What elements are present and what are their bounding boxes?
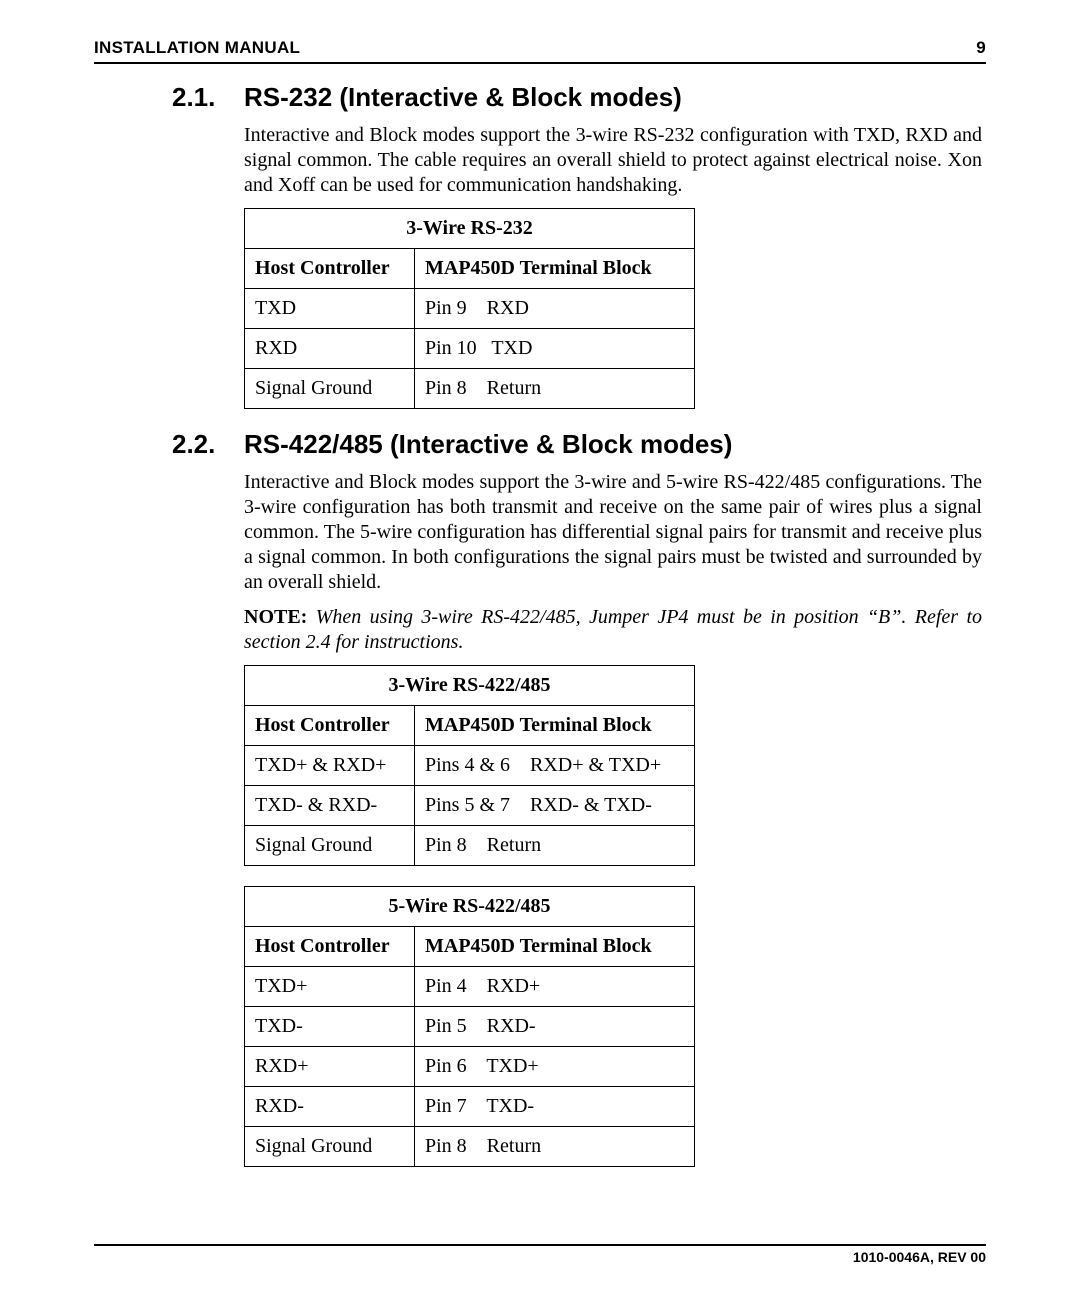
cell-host: TXD- & RXD- xyxy=(245,786,415,826)
section-number: 2.1. xyxy=(172,82,226,113)
section-heading-2-1: 2.1. RS-232 (Interactive & Block modes) xyxy=(172,82,982,113)
cell-host: RXD+ xyxy=(245,1047,415,1087)
table-5wire-rs422-485: 5-Wire RS-422/485 Host Controller MAP450… xyxy=(244,886,695,1167)
table-row: TXD- Pin 5 RXD- xyxy=(245,1007,695,1047)
table-row: TXD Pin 9 RXD xyxy=(245,289,695,329)
table-row: RXD+ Pin 6 TXD+ xyxy=(245,1047,695,1087)
cell-term: Pins 5 & 7 RXD- & TXD- xyxy=(415,786,695,826)
note-body: When using 3-wire RS-422/485, Jumper JP4… xyxy=(244,606,982,653)
table-title: 3-Wire RS-232 xyxy=(245,209,695,249)
cell-term: Pin 8 Return xyxy=(415,369,695,409)
running-header: INSTALLATION MANUAL 9 xyxy=(94,38,986,64)
cell-term: Pin 7 TXD- xyxy=(415,1087,695,1127)
table-3wire-rs422-485: 3-Wire RS-422/485 Host Controller MAP450… xyxy=(244,665,695,866)
table-col-host: Host Controller xyxy=(245,249,415,289)
cell-term: Pin 4 RXD+ xyxy=(415,967,695,1007)
table-row: Signal Ground Pin 8 Return xyxy=(245,1127,695,1167)
cell-host: RXD- xyxy=(245,1087,415,1127)
cell-term: Pin 8 Return xyxy=(415,1127,695,1167)
table-col-term: MAP450D Terminal Block xyxy=(415,927,695,967)
table-row: TXD- & RXD- Pins 5 & 7 RXD- & TXD- xyxy=(245,786,695,826)
table-col-host: Host Controller xyxy=(245,927,415,967)
table-col-term: MAP450D Terminal Block xyxy=(415,249,695,289)
cell-term: Pin 6 TXD+ xyxy=(415,1047,695,1087)
cell-host: TXD xyxy=(245,289,415,329)
header-title: INSTALLATION MANUAL xyxy=(94,38,300,58)
header-page-number: 9 xyxy=(976,38,986,58)
cell-term: Pin 5 RXD- xyxy=(415,1007,695,1047)
cell-host: RXD xyxy=(245,329,415,369)
table-col-term: MAP450D Terminal Block xyxy=(415,706,695,746)
table-3wire-rs232: 3-Wire RS-232 Host Controller MAP450D Te… xyxy=(244,208,695,409)
cell-host: Signal Ground xyxy=(245,826,415,866)
section-2-2-note: NOTE: When using 3-wire RS-422/485, Jump… xyxy=(244,605,982,655)
cell-term: Pin 8 Return xyxy=(415,826,695,866)
section-2-1-paragraph: Interactive and Block modes support the … xyxy=(244,123,982,198)
table-title: 3-Wire RS-422/485 xyxy=(245,666,695,706)
cell-host: TXD- xyxy=(245,1007,415,1047)
cell-term: Pins 4 & 6 RXD+ & TXD+ xyxy=(415,746,695,786)
cell-term: Pin 10 TXD xyxy=(415,329,695,369)
footer-doc-id: 1010-0046A, REV 00 xyxy=(94,1246,986,1265)
table-row: Signal Ground Pin 8 Return xyxy=(245,369,695,409)
cell-host: Signal Ground xyxy=(245,1127,415,1167)
cell-host: Signal Ground xyxy=(245,369,415,409)
table-row: TXD+ & RXD+ Pins 4 & 6 RXD+ & TXD+ xyxy=(245,746,695,786)
cell-host: TXD+ & RXD+ xyxy=(245,746,415,786)
table-row: TXD+ Pin 4 RXD+ xyxy=(245,967,695,1007)
table-title: 5-Wire RS-422/485 xyxy=(245,887,695,927)
cell-host: TXD+ xyxy=(245,967,415,1007)
section-heading-2-2: 2.2. RS-422/485 (Interactive & Block mod… xyxy=(172,429,982,460)
cell-term: Pin 9 RXD xyxy=(415,289,695,329)
section-title: RS-422/485 (Interactive & Block modes) xyxy=(244,429,732,460)
table-col-host: Host Controller xyxy=(245,706,415,746)
table-row: RXD- Pin 7 TXD- xyxy=(245,1087,695,1127)
page-footer: 1010-0046A, REV 00 xyxy=(94,1244,986,1265)
section-title: RS-232 (Interactive & Block modes) xyxy=(244,82,682,113)
section-number: 2.2. xyxy=(172,429,226,460)
table-row: Signal Ground Pin 8 Return xyxy=(245,826,695,866)
section-2-2-paragraph: Interactive and Block modes support the … xyxy=(244,470,982,595)
note-label: NOTE: xyxy=(244,606,307,628)
table-row: RXD Pin 10 TXD xyxy=(245,329,695,369)
